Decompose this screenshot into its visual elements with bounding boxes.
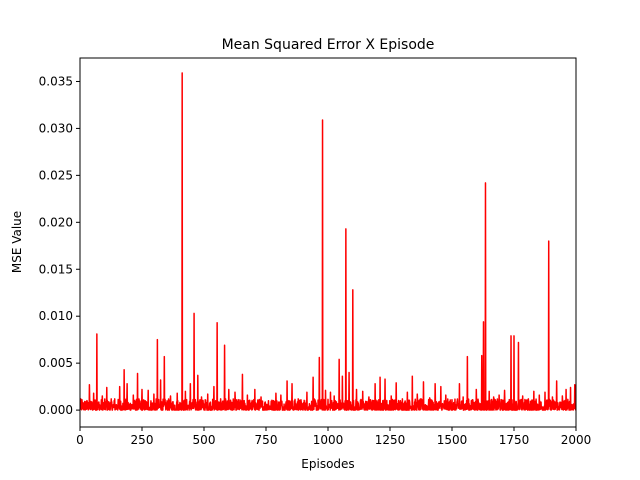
y-axis: 0.000 0.005 0.010 0.015 0.020 0.025 0.030 0.035 (39, 74, 80, 417)
plot-area (80, 72, 576, 411)
y-tick-label: 0.005 (39, 356, 73, 370)
x-tick-label: 500 (193, 433, 216, 447)
x-axis: 0 250 500 750 1000 1250 1500 1750 2000 (76, 427, 591, 447)
x-tick-label: 1750 (499, 433, 530, 447)
x-tick-label: 250 (131, 433, 154, 447)
y-tick-label: 0.035 (39, 74, 73, 88)
x-tick-label: 750 (255, 433, 278, 447)
y-tick-label: 0.030 (39, 121, 73, 135)
x-tick-label: 1250 (375, 433, 406, 447)
series-line (80, 72, 576, 411)
y-axis-label: MSE Value (10, 211, 24, 273)
x-tick-label: 1000 (313, 433, 344, 447)
plot-frame (79, 57, 577, 428)
x-tick-label: 1500 (437, 433, 468, 447)
x-tick-label: 0 (76, 433, 84, 447)
y-tick-label: 0.025 (39, 168, 73, 182)
y-tick-label: 0.000 (39, 403, 73, 417)
chart-title: Mean Squared Error X Episode (222, 37, 435, 53)
x-axis-label: Episodes (301, 457, 354, 471)
y-tick-label: 0.020 (39, 215, 73, 229)
y-tick-label: 0.015 (39, 262, 73, 276)
x-tick-label: 2000 (561, 433, 592, 447)
y-tick-label: 0.010 (39, 309, 73, 323)
